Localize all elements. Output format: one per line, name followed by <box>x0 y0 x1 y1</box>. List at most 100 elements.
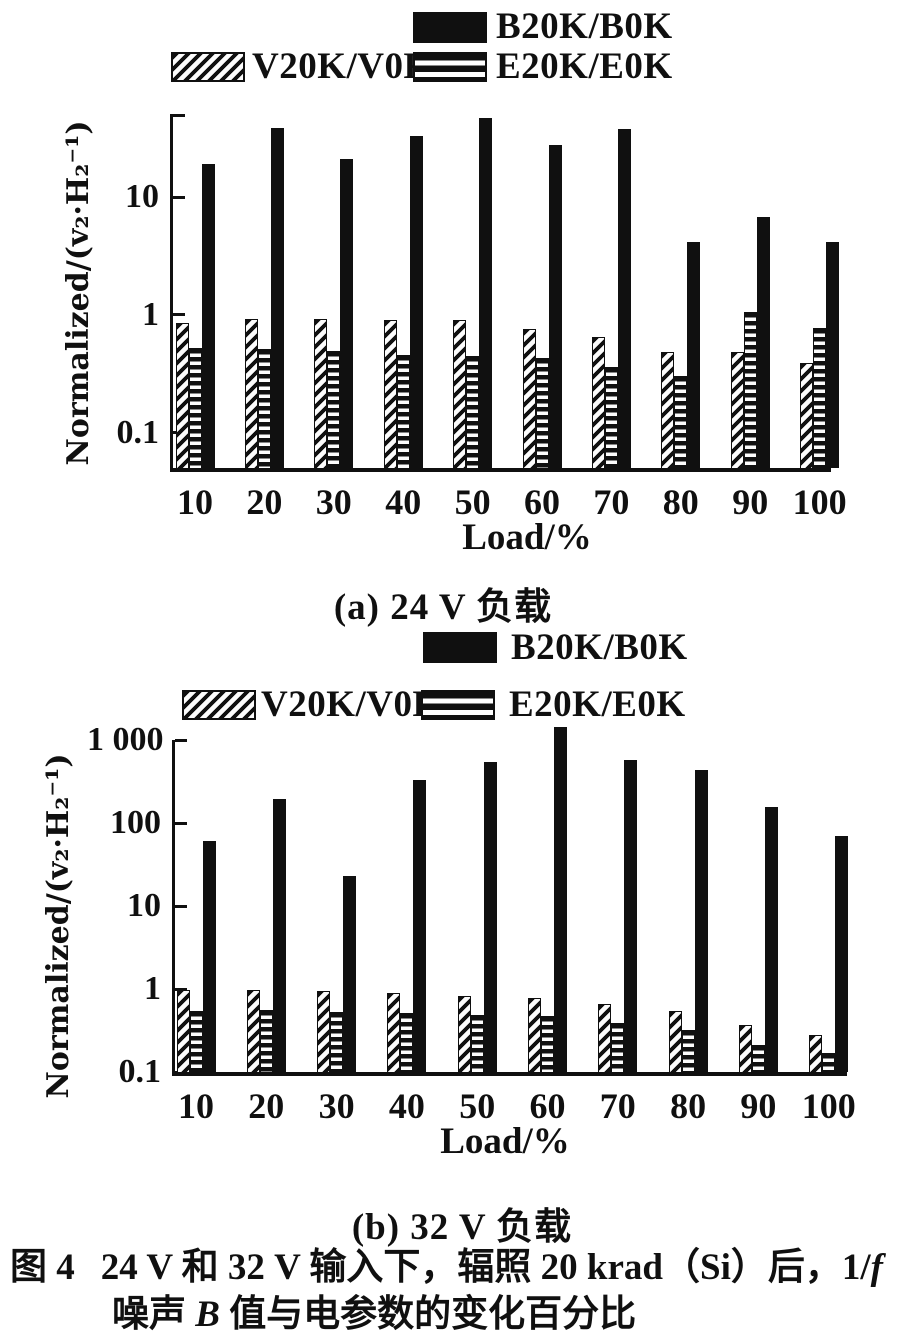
bar-b20k-b0k-load-30 <box>343 876 357 1072</box>
y-tick-label: 1 000 <box>87 721 164 758</box>
bar-b20k-b0k-load-90 <box>764 807 778 1072</box>
bar-v20k-v0k-load-60 <box>528 998 541 1072</box>
bar-b20k-b0k-load-70 <box>624 760 638 1072</box>
x-tick-label: 100 <box>801 1086 856 1126</box>
bar-e20k-e0k-load-70 <box>611 1023 625 1072</box>
x-tick-label: 40 <box>388 1086 425 1126</box>
bar-v20k-v0k-load-10 <box>176 990 190 1072</box>
legend-label-e20k: E20K/E0K <box>509 684 686 725</box>
bar-b20k-b0k-load-100 <box>826 242 840 468</box>
y-tick-label: 100 <box>110 804 161 841</box>
legend-swatch-v20k <box>182 690 256 720</box>
y-tick <box>175 821 187 825</box>
bar-v20k-v0k-load-50 <box>453 320 467 468</box>
bar-e20k-e0k-load-80 <box>674 376 688 468</box>
bar-b20k-b0k-load-60 <box>548 145 562 468</box>
x-tick-label: 40 <box>385 482 422 522</box>
figure-caption-italic-b: B <box>195 1294 220 1332</box>
x-tick-label: 80 <box>662 482 699 522</box>
bar-v20k-v0k-load-100 <box>809 1035 823 1072</box>
x-tick-label: 10 <box>178 1086 214 1126</box>
bar-e20k-e0k-load-30 <box>327 351 341 468</box>
x-tick-label: 90 <box>732 482 769 522</box>
bar-e20k-e0k-load-100 <box>822 1053 836 1072</box>
bar-v20k-v0k-load-30 <box>314 319 328 468</box>
x-tick-label: 70 <box>599 1086 636 1126</box>
legend-label-e20k: E20K/E0K <box>496 46 673 87</box>
bar-b20k-b0k-load-80 <box>694 770 708 1072</box>
legend-swatch-e20k <box>421 690 495 720</box>
y-tick-label: 0.1 <box>118 1053 162 1090</box>
y-tick <box>175 904 187 908</box>
bar-e20k-e0k-load-10 <box>188 348 202 468</box>
bar-e20k-e0k-load-20 <box>259 1010 273 1072</box>
bar-e20k-e0k-load-10 <box>189 1011 203 1072</box>
x-tick-label: 30 <box>318 1086 355 1126</box>
bar-e20k-e0k-load-60 <box>541 1016 554 1072</box>
bar-b20k-b0k-load-10 <box>201 164 215 468</box>
y-tick-label: 10 <box>125 178 159 216</box>
legend-swatch-b20k <box>413 12 487 43</box>
bar-b20k-b0k-load-90 <box>756 217 770 468</box>
bar-e20k-e0k-load-50 <box>470 1015 484 1072</box>
legend-label-b20k: B20K/B0K <box>511 627 688 668</box>
y-tick-label: 0.1 <box>116 413 160 451</box>
bar-e20k-e0k-load-70 <box>604 367 618 468</box>
legend-swatch-e20k <box>413 52 487 82</box>
legend-label-b20k: B20K/B0K <box>496 6 673 47</box>
chart-caption-b: (b) 32 V 负载 <box>351 1207 573 1248</box>
legend-swatch-v20k <box>171 52 245 82</box>
y-tick-label: 1 <box>142 295 159 333</box>
bar-b20k-b0k-load-30 <box>340 159 354 468</box>
bar-b20k-b0k-load-10 <box>202 841 216 1072</box>
bar-v20k-v0k-load-80 <box>668 1011 682 1072</box>
bar-v20k-v0k-load-20 <box>246 990 260 1072</box>
bar-e20k-e0k-load-30 <box>330 1012 344 1072</box>
bar-e20k-e0k-load-40 <box>396 355 410 468</box>
legend-swatch-b20k <box>423 632 497 663</box>
bar-v20k-v0k-load-90 <box>738 1025 752 1072</box>
legend-label-v20k: V20K/V0K <box>261 684 442 725</box>
x-axis-label-b: Load/% <box>440 1121 570 1162</box>
bar-e20k-e0k-load-50 <box>466 356 480 468</box>
bar-v20k-v0k-load-40 <box>387 993 401 1072</box>
bar-e20k-e0k-load-90 <box>743 312 757 468</box>
x-tick-label: 50 <box>454 482 491 522</box>
x-tick-label: 10 <box>177 482 213 522</box>
bar-b20k-b0k-load-40 <box>409 136 423 468</box>
x-tick-label: 60 <box>529 1086 566 1126</box>
bar-e20k-e0k-load-100 <box>813 328 827 468</box>
figure-caption-line2: 噪声 B 值与电参数的变化百分比 <box>112 1283 912 1332</box>
figure-caption-line1: 图 4 24 V 和 32 V 输入下，辐照 20 krad（Si）后，1/f <box>10 1236 915 1290</box>
x-tick-label: 90 <box>740 1086 777 1126</box>
bar-b20k-b0k-load-60 <box>554 727 567 1072</box>
y-tick <box>175 738 187 742</box>
bar-b20k-b0k-load-50 <box>479 118 493 468</box>
figure-caption-text: 24 V 和 32 V 输入下，辐照 20 krad（Si）后，1/ <box>100 1247 871 1288</box>
bar-v20k-v0k-load-20 <box>244 319 258 468</box>
plot-area-a: 10 1 0.1 10 20 30 40 50 60 70 80 90 100 <box>117 114 847 522</box>
bar-e20k-e0k-load-60 <box>535 358 549 468</box>
y-tick <box>173 195 185 199</box>
x-tick-label: 80 <box>670 1086 707 1126</box>
bar-e20k-e0k-load-80 <box>681 1030 695 1072</box>
chart-caption-a: (a) 24 V 负载 <box>333 587 553 628</box>
bar-v20k-v0k-load-60 <box>522 329 536 468</box>
x-tick-label: 60 <box>524 482 560 522</box>
y-axis-top-tick <box>173 114 185 117</box>
figure-caption-italic-f: f <box>870 1247 883 1288</box>
x-tick-label: 70 <box>593 482 630 522</box>
bar-b20k-b0k-load-100 <box>835 836 849 1072</box>
bar-e20k-e0k-load-40 <box>400 1013 414 1072</box>
legend-label-v20k: V20K/V0K <box>252 46 433 87</box>
bar-b20k-b0k-load-50 <box>483 762 497 1072</box>
y-tick <box>175 987 187 991</box>
bar-v20k-v0k-load-40 <box>383 320 397 468</box>
bar-b20k-b0k-load-70 <box>617 129 631 468</box>
bar-v20k-v0k-load-90 <box>730 352 744 468</box>
bar-v20k-v0k-load-80 <box>661 352 675 468</box>
figure-number: 图 4 <box>10 1247 75 1288</box>
y-tick-label: 10 <box>127 887 161 924</box>
y-tick <box>175 1070 187 1074</box>
